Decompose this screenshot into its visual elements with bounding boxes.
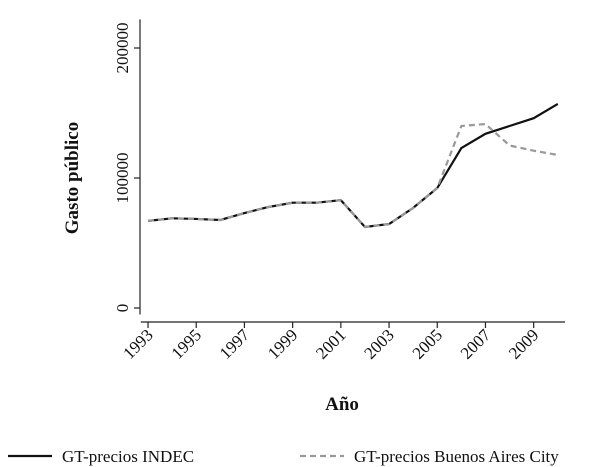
legend-label: GT-precios Buenos Aires City — [354, 447, 559, 466]
x-tick-label: 1995 — [168, 325, 205, 362]
y-axis-label: Gasto público — [62, 122, 83, 234]
x-tick-label: 1999 — [264, 325, 301, 362]
y-tick-label: 100000 — [113, 153, 132, 204]
x-tick-label: 2003 — [360, 325, 397, 362]
y-tick-label: 0 — [113, 304, 132, 313]
x-tick-label: 1997 — [216, 325, 254, 363]
x-tick-label: 2001 — [312, 325, 349, 362]
data-line — [147, 102, 559, 229]
legend-label: GT-precios INDEC — [62, 447, 194, 466]
x-tick-label: 2007 — [457, 325, 495, 363]
x-axis-label: Año — [325, 394, 359, 415]
data-line — [147, 122, 558, 229]
x-tick-label: 2005 — [409, 325, 446, 362]
y-tick-label: 200000 — [113, 23, 132, 74]
x-tick-label: 1993 — [119, 325, 156, 362]
x-tick-label: 2009 — [505, 325, 542, 362]
